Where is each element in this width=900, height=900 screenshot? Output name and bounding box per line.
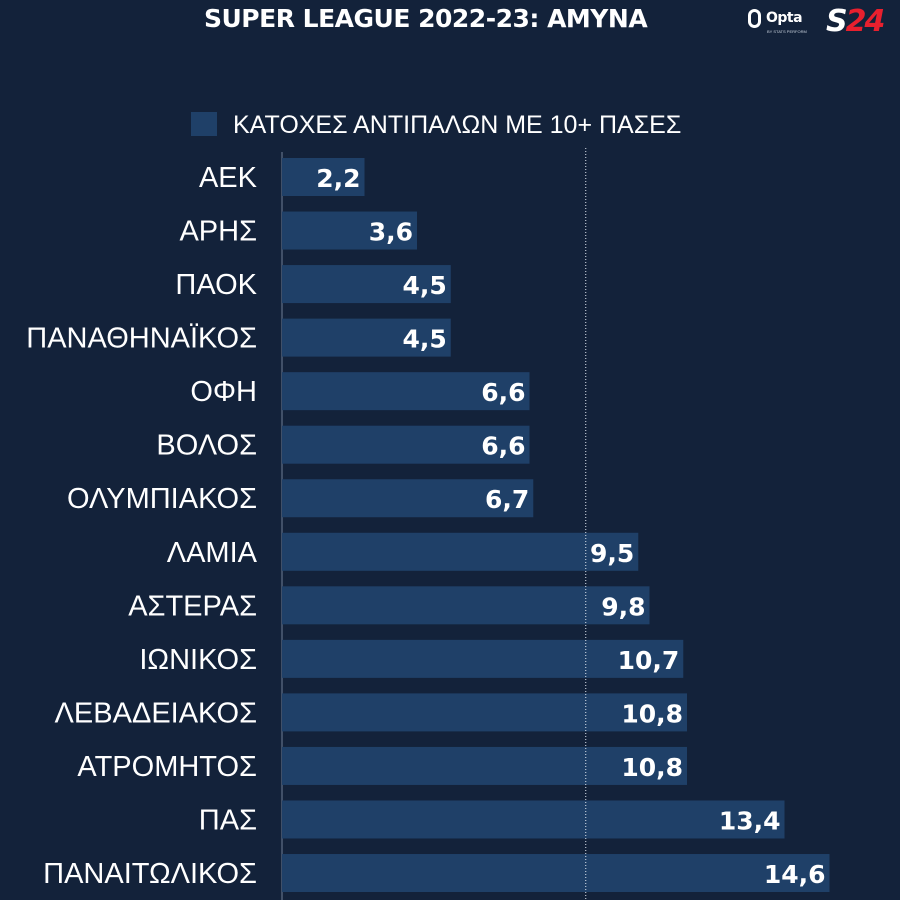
bar (282, 372, 530, 411)
category-label: ΙΩΝΙΚΟΣ (139, 644, 257, 676)
legend-swatch (191, 112, 217, 136)
bar (282, 158, 365, 196)
legend-label: ΚΑΤΟΧΕΣ ΑΝΤΙΠΑΛΩΝ ΜΕ 10+ ΠΑΣΕΣ (233, 111, 682, 139)
bar (282, 318, 451, 357)
value-label: 4,5 (402, 271, 446, 300)
category-label: ΟΦΗ (190, 376, 257, 408)
bar (282, 854, 830, 893)
category-label: ΠΑΣ (199, 804, 257, 836)
category-label: ΠΑΝΑΙΤΩΛΙΚΟΣ (43, 858, 257, 890)
s24-logo-number: 24 (845, 4, 886, 39)
value-label: 6,7 (485, 485, 529, 514)
value-label: 3,6 (369, 218, 413, 247)
value-label: 6,6 (481, 378, 525, 407)
value-label: 9,8 (601, 592, 645, 621)
value-label: 13,4 (719, 806, 781, 835)
value-label: 10,8 (621, 699, 683, 728)
value-label: 9,5 (590, 539, 634, 568)
value-label: 14,6 (764, 860, 826, 889)
value-label: 2,2 (316, 164, 360, 193)
bar (282, 211, 417, 250)
s24-logo-s: S (826, 4, 848, 39)
value-label: 10,8 (621, 753, 683, 782)
brand-logos: Opta BY STATS PERFORM S24 (748, 4, 896, 39)
bar (282, 532, 639, 571)
bar (282, 693, 687, 732)
bar (282, 425, 530, 464)
category-label: ΛΑΜΙΑ (167, 537, 258, 569)
category-label: ΑΣΤΕΡΑΣ (128, 590, 257, 622)
chart-title: SUPER LEAGUE 2022-23: ΑΜΥΝΑ (204, 4, 648, 33)
opta-wordmark: Opta (766, 10, 803, 26)
s24-logo: S24 (826, 4, 886, 39)
category-label: ΒΟΛΟΣ (156, 430, 257, 462)
bar (282, 586, 650, 625)
category-label: ΠΑΟΚ (175, 269, 257, 301)
category-label: ΠΑΝΑΘΗΝΑΪΚΟΣ (26, 323, 257, 355)
bar (282, 479, 534, 518)
bar (282, 639, 684, 678)
category-label: ΑΕΚ (199, 162, 258, 194)
value-label: 4,5 (402, 325, 446, 354)
category-label: ΛΕΒΑΔΕΙΑΚΟΣ (55, 697, 257, 729)
value-label: 10,7 (618, 646, 680, 675)
opta-ring-icon (748, 9, 761, 28)
value-label: 6,6 (481, 432, 525, 461)
category-label: ΟΛΥΜΠΙΑΚΟΣ (67, 483, 257, 515)
category-label: ΑΤΡΟΜΗΤΟΣ (77, 751, 257, 783)
category-label: ΑΡΗΣ (179, 216, 257, 248)
bar (282, 265, 451, 304)
bar (282, 800, 785, 839)
opta-subtext: BY STATS PERFORM (767, 29, 807, 34)
bar (282, 746, 687, 785)
